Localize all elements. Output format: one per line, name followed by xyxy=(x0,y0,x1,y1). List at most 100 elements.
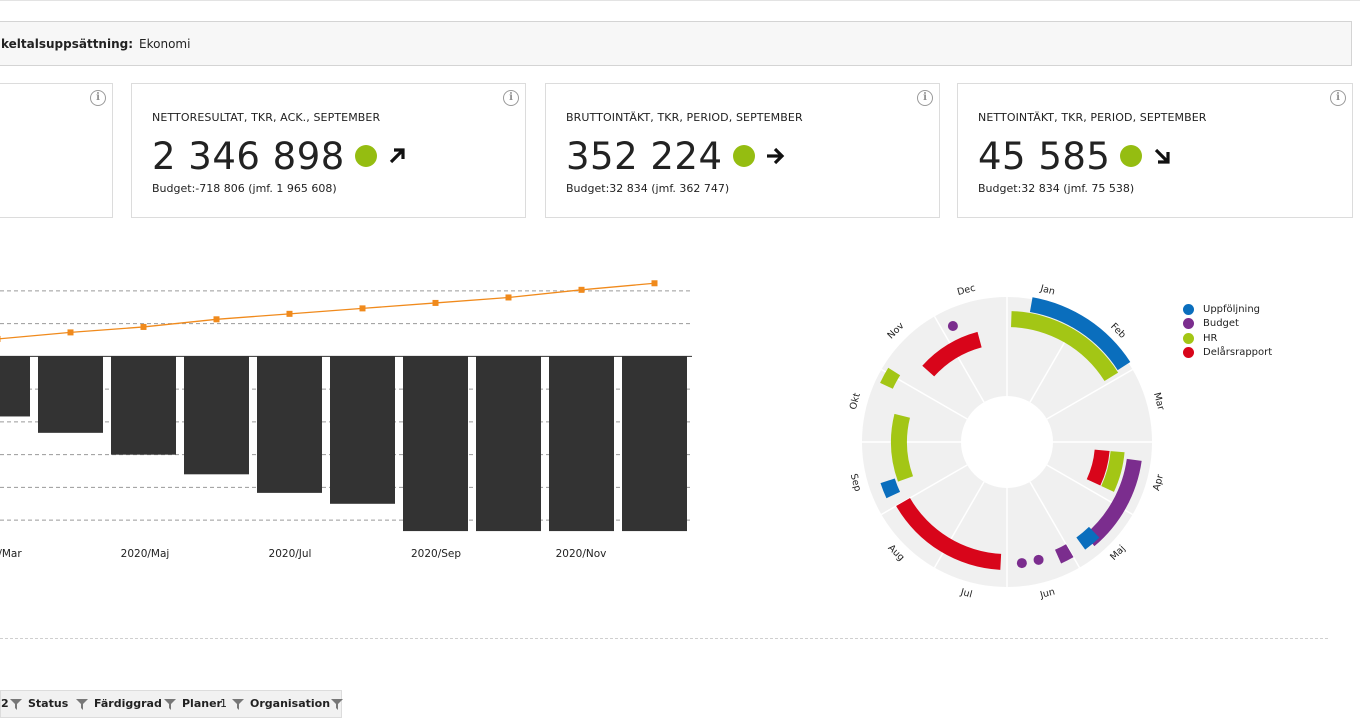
column-header-fardiggrad[interactable]: Färdiggrad xyxy=(94,697,162,710)
bar[interactable] xyxy=(111,356,176,455)
column-header-organisation[interactable]: Organisation xyxy=(250,697,331,710)
info-icon[interactable]: i xyxy=(90,90,106,106)
kpi-value: 352 224 xyxy=(566,134,723,178)
status-dot xyxy=(732,145,755,167)
bar[interactable] xyxy=(0,356,30,417)
filter-icon[interactable] xyxy=(10,699,22,710)
bar[interactable] xyxy=(403,356,468,532)
month-label: Sep xyxy=(848,473,863,493)
month-label: Okt xyxy=(848,392,863,411)
line-point[interactable] xyxy=(0,335,1,342)
month-divider xyxy=(1046,368,1133,420)
wheel-activity-arc[interactable] xyxy=(1086,449,1110,486)
legend-swatch xyxy=(1183,332,1194,344)
legend-swatch xyxy=(1183,318,1194,330)
wheel-activity-dot[interactable] xyxy=(1033,554,1044,565)
wheel-activity-arc[interactable] xyxy=(1084,458,1142,547)
result-bar-line-chart: /Mar 2020/Maj 2020/Jul 2020/Sep 2020/Nov xyxy=(0,280,692,560)
settings-bar: keltalsuppsättning: Ekonomi xyxy=(0,21,1352,66)
legend-item[interactable]: Budget xyxy=(1183,317,1272,332)
filter-icon[interactable] xyxy=(331,699,343,710)
kpi-card-partial: i xyxy=(0,83,113,218)
legend-label: HR xyxy=(1203,332,1218,344)
sort-order-badge: 1 xyxy=(220,697,227,710)
column-header-planer[interactable]: Planer xyxy=(182,697,222,710)
info-icon[interactable]: i xyxy=(1330,90,1346,106)
section-divider xyxy=(0,638,1328,639)
kpi-title: BRUTTOINTÄKT, TKR, PERIOD, SEPTEMBER xyxy=(566,111,803,124)
wheel-activity-arc[interactable] xyxy=(1054,544,1074,564)
kpi-title: NETTORESULTAT, TKR, ACK., SEPTEMBER xyxy=(152,111,381,124)
table-header: 2 Status Färdiggrad Planer 1 Organisatio… xyxy=(0,690,343,718)
kpi-card-nettointakt: i NETTOINTÄKT, TKR, PERIOD, SEPTEMBER 45… xyxy=(957,83,1353,218)
info-icon[interactable]: i xyxy=(917,90,933,106)
trend-right-icon xyxy=(766,147,784,165)
trend-up-right-icon xyxy=(389,148,405,164)
line-point[interactable] xyxy=(651,280,658,287)
legend-item[interactable]: Delårsrapport xyxy=(1183,346,1272,361)
column-header-status[interactable]: Status xyxy=(28,697,69,710)
month-label: Maj xyxy=(1108,543,1128,563)
x-tick-label: 2020/Maj xyxy=(121,548,170,560)
month-label: Aug xyxy=(886,543,907,564)
bar[interactable] xyxy=(257,356,322,493)
bar[interactable] xyxy=(476,356,541,532)
wheel-activity-arc[interactable] xyxy=(896,498,1002,570)
bar[interactable] xyxy=(622,356,687,532)
wheel-activity-arc[interactable] xyxy=(1029,297,1131,371)
wheel-center xyxy=(961,396,1053,488)
month-label: Jun xyxy=(1038,586,1056,601)
month-label: Apr xyxy=(1151,473,1166,492)
kpi-value: 2 346 898 xyxy=(152,134,345,178)
column-header[interactable]: 2 xyxy=(1,697,9,710)
status-dot xyxy=(354,145,377,167)
bar[interactable] xyxy=(330,356,395,504)
month-divider xyxy=(933,316,985,403)
line-point[interactable] xyxy=(578,286,585,293)
year-wheel-chart: Jan Feb Mar Apr Maj Jun Jul Aug Sep Okt Nov Dec xyxy=(848,283,1167,601)
month-label: Mar xyxy=(1151,391,1166,411)
line-point[interactable] xyxy=(67,329,74,336)
wheel-activity-arc[interactable] xyxy=(1076,526,1100,550)
legend-item[interactable]: Uppföljning xyxy=(1183,302,1272,317)
bar[interactable] xyxy=(549,356,614,532)
settings-label: keltalsuppsättning: xyxy=(1,37,134,51)
info-icon[interactable]: i xyxy=(503,90,519,106)
wheel-legend: Uppföljning Budget HR Delårsrapport xyxy=(1183,302,1272,360)
wheel-activity-arc[interactable] xyxy=(880,478,901,499)
line-point[interactable] xyxy=(286,310,293,317)
wheel-activity-arc[interactable] xyxy=(1011,311,1119,382)
line-point[interactable] xyxy=(359,305,366,312)
wheel-activity-arc[interactable] xyxy=(880,367,901,389)
line-series xyxy=(0,282,655,340)
line-point[interactable] xyxy=(140,323,147,330)
line-point[interactable] xyxy=(505,294,512,301)
wheel-activity-dot[interactable] xyxy=(1016,558,1027,569)
wheel-activity-arc[interactable] xyxy=(922,331,982,377)
settings-value[interactable]: Ekonomi xyxy=(139,37,191,51)
trend-down-right-icon xyxy=(1155,148,1171,164)
month-divider xyxy=(933,481,985,568)
filter-icon[interactable] xyxy=(164,699,176,710)
month-divider xyxy=(881,464,968,516)
month-label: Dec xyxy=(956,283,977,298)
top-divider xyxy=(0,0,1360,1)
line-point[interactable] xyxy=(432,299,439,306)
wheel-activity-arc[interactable] xyxy=(891,413,914,482)
wheel-activity-dot[interactable] xyxy=(947,320,958,331)
bar[interactable] xyxy=(184,356,249,475)
legend-label: Uppföljning xyxy=(1203,303,1261,315)
x-tick-label: 2020/Nov xyxy=(556,548,607,560)
filter-icon[interactable] xyxy=(232,699,244,710)
x-tick-label: 2020/Jul xyxy=(269,548,312,560)
filter-icon[interactable] xyxy=(76,699,88,710)
bar[interactable] xyxy=(38,356,103,433)
line-point[interactable] xyxy=(213,316,220,323)
legend-label: Delårsrapport xyxy=(1203,347,1273,359)
kpi-title: NETTOINTÄKT, TKR, PERIOD, SEPTEMBER xyxy=(978,111,1207,124)
legend-swatch xyxy=(1183,303,1194,315)
legend-item[interactable]: HR xyxy=(1183,331,1272,346)
wheel-activity-arc[interactable] xyxy=(1101,451,1125,492)
kpi-card-nettoresultat: i NETTORESULTAT, TKR, ACK., SEPTEMBER 2 … xyxy=(131,83,526,218)
kpi-budget: Budget:-718 806 (jmf. 1 965 608) xyxy=(152,182,337,195)
